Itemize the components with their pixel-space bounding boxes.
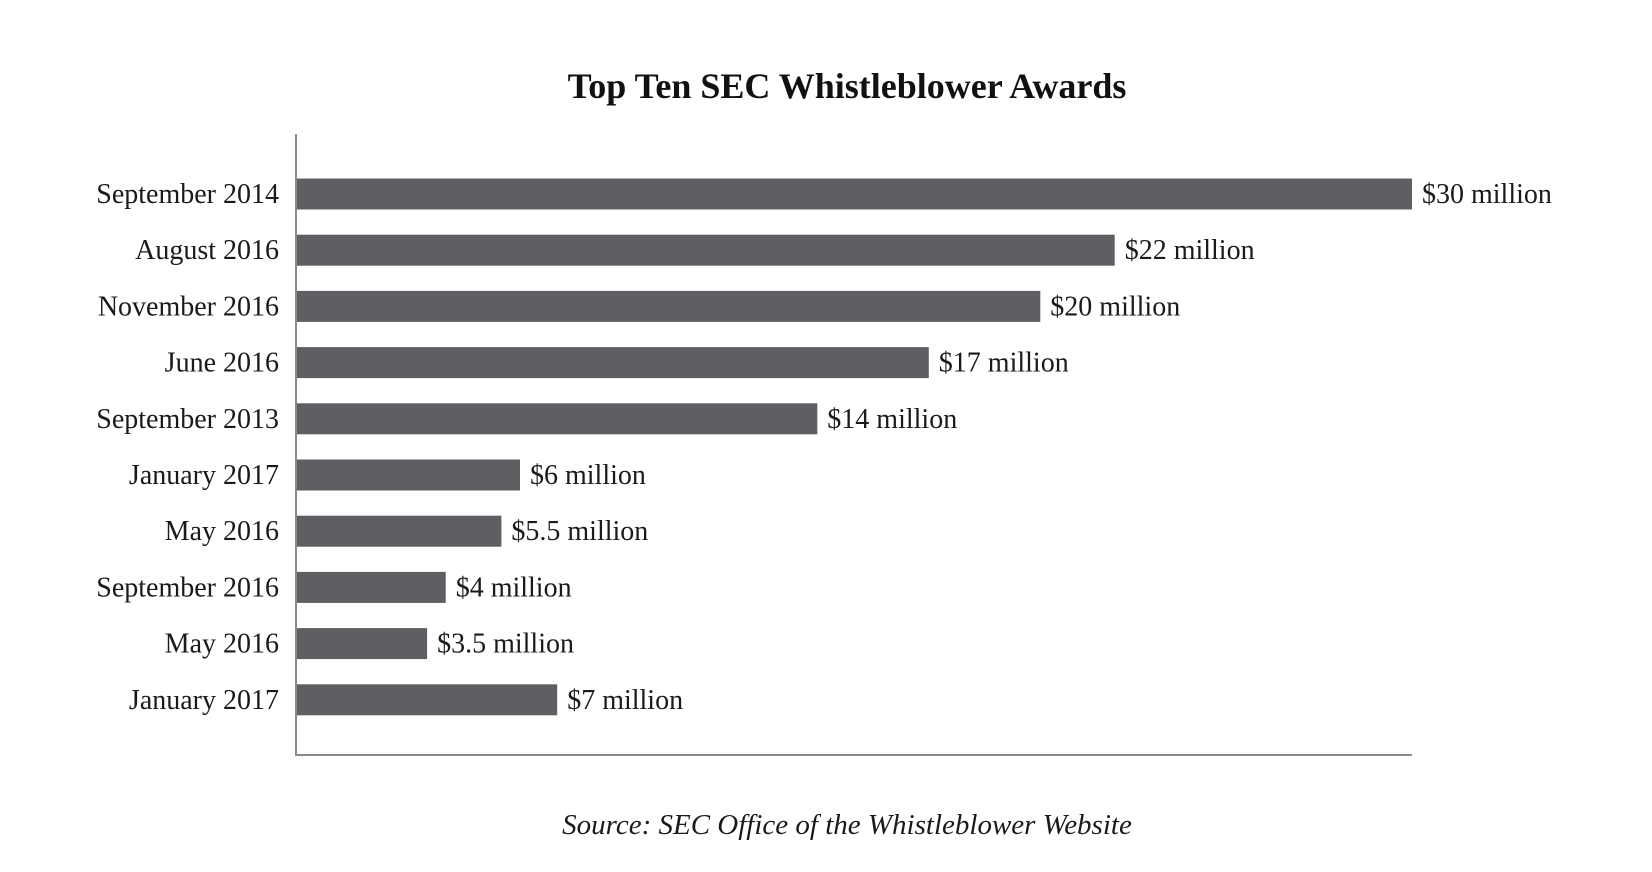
value-label-9: $3.5 million [437,629,574,660]
category-label-3: November 2016 [98,291,279,322]
value-label-5: $14 million [827,404,957,435]
bar-1 [297,178,1412,210]
value-label-8: $4 million [456,572,572,603]
category-label-8: September 2016 [96,572,279,603]
category-label-6: January 2017 [129,460,279,491]
category-label-4: June 2016 [165,348,279,379]
category-label-9: May 2016 [165,629,279,660]
value-label-1: $30 million [1422,179,1552,210]
bar-7 [297,515,502,547]
value-label-4: $17 million [939,348,1069,379]
bar-4 [297,347,929,379]
chart-title: Top Ten SEC Whistleblower Awards [568,66,1127,106]
category-label-2: August 2016 [135,235,279,266]
value-label-6: $6 million [530,460,646,491]
bar-3 [297,290,1041,322]
bar-6 [297,459,520,491]
bar-2 [297,234,1115,266]
value-labels-group: $30 million $22 million $20 million $17 mil… [437,179,1552,716]
bar-10 [297,684,558,716]
value-label-10: $7 million [567,685,683,716]
bar-9 [297,628,428,660]
category-label-1: September 2014 [96,179,279,210]
bars-group [297,178,1412,716]
category-labels-group: September 2014 August 2016 November 2016 Ju… [96,179,279,716]
category-label-10: January 2017 [129,685,279,716]
bar-8 [297,571,446,603]
bar-5 [297,403,818,435]
value-label-7: $5.5 million [511,516,648,547]
source-note: Source: SEC Office of the Whistleblower … [562,809,1132,841]
category-label-5: September 2013 [96,404,279,435]
category-label-7: May 2016 [165,516,279,547]
value-label-2: $22 million [1125,235,1255,266]
value-label-3: $20 million [1050,291,1180,322]
